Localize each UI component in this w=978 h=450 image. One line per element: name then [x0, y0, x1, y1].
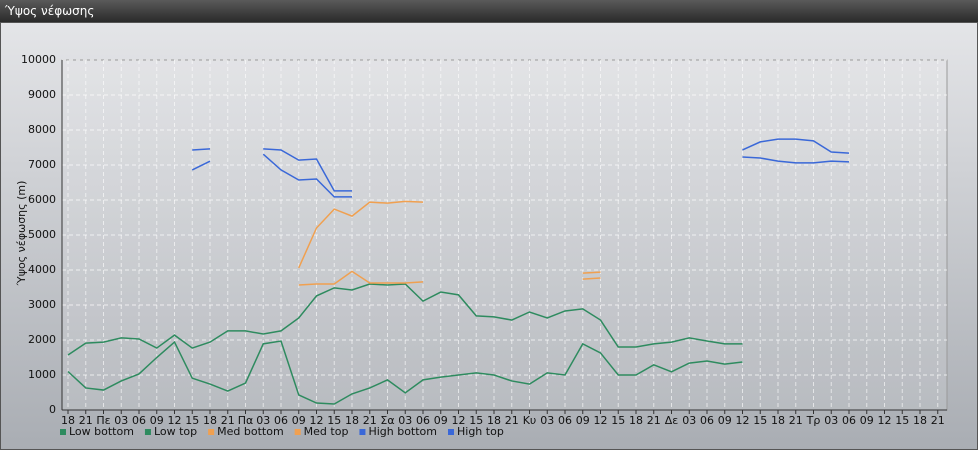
x-tick-label: 21: [79, 414, 93, 427]
x-tick-label: Τρ: [806, 414, 821, 427]
x-tick-label: 06: [132, 414, 146, 427]
x-tick-label: 18: [771, 414, 785, 427]
legend-label: High top: [457, 425, 504, 438]
x-tick-label: 18: [203, 414, 217, 427]
x-tick-label: 21: [363, 414, 377, 427]
legend-swatch: [208, 429, 215, 435]
y-tick-label: 6000: [28, 193, 56, 206]
x-tick-label: 18: [345, 414, 359, 427]
x-tick-label: 06: [558, 414, 572, 427]
x-tick-label: 09: [576, 414, 590, 427]
x-tick-label: 03: [824, 414, 838, 427]
x-tick-label: 06: [416, 414, 430, 427]
x-tick-label: 12: [310, 414, 324, 427]
y-tick-label: 7000: [28, 158, 56, 171]
x-tick-label: 03: [114, 414, 128, 427]
x-tick-label: 15: [895, 414, 909, 427]
x-tick-label: 21: [221, 414, 235, 427]
x-tick-label: 09: [150, 414, 164, 427]
x-tick-label: 03: [398, 414, 412, 427]
y-tick-label: 2000: [28, 333, 56, 346]
x-tick-label: 06: [274, 414, 288, 427]
x-tick-label: 03: [682, 414, 696, 427]
chart-background: [0, 22, 978, 450]
x-tick-label: 15: [185, 414, 199, 427]
y-tick-label: 8000: [28, 123, 56, 136]
legend-label: High bottom: [368, 425, 437, 438]
x-tick-label: 06: [700, 414, 714, 427]
x-tick-label: Σα: [380, 414, 394, 427]
legend-label: Med bottom: [217, 425, 284, 438]
series-line: [298, 270, 601, 286]
y-tick-label: 3000: [28, 298, 56, 311]
legend-swatch: [359, 429, 366, 435]
legend-label: Low top: [154, 425, 197, 438]
y-tick-label: 9000: [28, 88, 56, 101]
x-tick-label: 15: [327, 414, 341, 427]
y-tick-label: 4000: [28, 263, 56, 276]
legend-label: Low bottom: [69, 425, 134, 438]
x-tick-label: 03: [256, 414, 270, 427]
x-tick-label: 21: [505, 414, 519, 427]
series-line: [67, 340, 743, 405]
x-tick-label: 09: [860, 414, 874, 427]
x-tick-label: Δε: [665, 414, 679, 427]
x-tick-label: Πε: [96, 414, 110, 427]
chart: Ύψος νέφωσης (m) 0 1000 2000 3000 4000 5000 60…: [0, 22, 978, 450]
x-tick-label: 09: [718, 414, 732, 427]
x-tick-label: 12: [736, 414, 750, 427]
x-tick-label: Πα: [238, 414, 254, 427]
legend-swatch: [294, 429, 301, 435]
x-tick-label: 21: [789, 414, 803, 427]
x-tick-label: 18: [913, 414, 927, 427]
series-line: [298, 200, 601, 274]
legend-swatch: [60, 429, 66, 435]
x-tick-label: Κυ: [523, 414, 537, 427]
x-tick-label: 18: [487, 414, 501, 427]
y-tick-label: 0: [49, 403, 56, 416]
x-tick-label: 12: [452, 414, 466, 427]
x-tick-label: 12: [594, 414, 608, 427]
y-axis-label: Ύψος νέφωσης (m): [15, 181, 28, 287]
x-tick-label: 15: [611, 414, 625, 427]
legend-swatch: [448, 429, 454, 435]
x-tick-label: 15: [753, 414, 767, 427]
series-line: [67, 283, 743, 356]
x-tick-label: 12: [168, 414, 182, 427]
legend-label: Med top: [304, 425, 349, 438]
x-tick-label: 18: [61, 414, 75, 427]
x-tick-label: 12: [878, 414, 892, 427]
x-tick-label: 06: [842, 414, 856, 427]
x-tick-label: 18: [629, 414, 643, 427]
x-tick-label: 21: [931, 414, 945, 427]
y-tick-label: 1000: [28, 368, 56, 381]
x-tick-label: 09: [292, 414, 306, 427]
x-tick-label: 21: [647, 414, 661, 427]
series-line: [192, 138, 850, 192]
x-tick-label: 03: [540, 414, 554, 427]
legend-swatch: [144, 429, 151, 435]
y-tick-label: 5000: [28, 228, 56, 241]
window-title: Ύψος νέφωσης: [0, 0, 978, 22]
x-tick-label: 15: [469, 414, 483, 427]
x-tick-label: 09: [434, 414, 448, 427]
y-tick-label: 10000: [21, 53, 56, 66]
series-line: [191, 153, 850, 198]
